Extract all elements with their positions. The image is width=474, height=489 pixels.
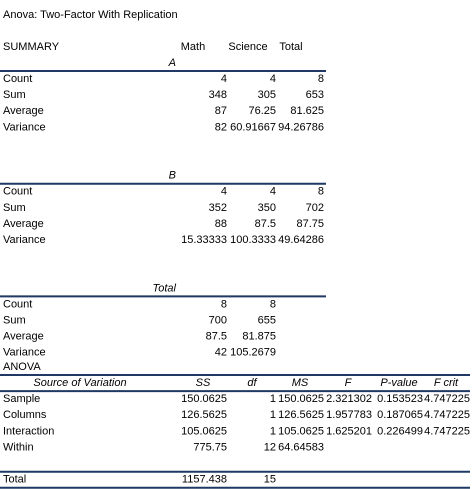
cell-value: 81.625 [290, 105, 324, 117]
cell-value: 4.747225 [424, 425, 470, 437]
row-label: Average [3, 218, 44, 230]
group-label: Total [153, 282, 177, 294]
cell-value: 4 [221, 73, 227, 85]
cell-value: 1157.438 [182, 474, 227, 486]
anova-header: F crit [434, 377, 459, 389]
cell-value: 8 [221, 298, 227, 310]
row-label: Columns [3, 409, 47, 421]
anova-header: P-value [380, 377, 417, 389]
cell-value: 64.64583 [278, 441, 324, 453]
row-label: Variance [3, 234, 46, 246]
cell-value: 348 [209, 89, 227, 101]
cell-value: 87.75 [296, 218, 324, 230]
cell-value: 4 [270, 186, 276, 198]
cell-value: 150.0625 [278, 393, 324, 405]
row-label: Total [3, 474, 26, 486]
row-label: Count [3, 73, 32, 85]
summary-label: SUMMARY [3, 41, 60, 53]
cell-value: 76.25 [248, 105, 276, 117]
cell-value: 8 [270, 298, 276, 310]
cell-value: 1 [270, 409, 276, 421]
cell-value: 15.33333 [181, 234, 227, 246]
cell-value: 350 [258, 202, 276, 214]
row-label: Sample [3, 393, 40, 405]
cell-value: 87.5 [206, 331, 227, 343]
row-label: Variance [3, 121, 46, 133]
anova-header: df [247, 377, 257, 389]
anova-header: MS [292, 377, 309, 389]
group-label: B [169, 170, 176, 182]
column-header: Science [228, 41, 267, 53]
cell-value: 2.321302 [326, 393, 372, 405]
cell-value: 87 [215, 105, 227, 117]
row-label: Sum [3, 89, 26, 101]
row-label: Count [3, 298, 32, 310]
cell-value: 4 [270, 73, 276, 85]
cell-value: 49.64286 [278, 234, 324, 246]
cell-value: 82 [215, 121, 227, 133]
cell-value: 700 [209, 315, 227, 327]
row-label: Variance [3, 347, 46, 359]
cell-value: 105.2679 [230, 347, 276, 359]
sheet-title: Anova: Two-Factor With Replication [3, 9, 178, 21]
anova-header: F [345, 377, 353, 389]
row-label: Sum [3, 202, 26, 214]
row-label: Within [3, 441, 34, 453]
row-label: Average [3, 331, 44, 343]
cell-value: 352 [209, 202, 227, 214]
cell-value: 305 [258, 89, 276, 101]
cell-value: 12 [264, 441, 276, 453]
cell-value: 94.26786 [278, 121, 324, 133]
cell-value: 87.5 [255, 218, 276, 230]
column-header: Total [279, 41, 302, 53]
row-label: Average [3, 105, 44, 117]
group-label: A [168, 57, 176, 69]
cell-value: 60.91667 [230, 121, 276, 133]
cell-value: 8 [318, 73, 324, 85]
cell-value: 702 [306, 202, 324, 214]
cell-value: 105.0625 [278, 425, 324, 437]
cell-value: 653 [306, 89, 324, 101]
cell-value: 8 [318, 186, 324, 198]
cell-value: 0.226499 [377, 425, 423, 437]
cell-value: 15 [264, 474, 276, 486]
cell-value: 126.5625 [181, 409, 227, 421]
column-header: Math [181, 41, 205, 53]
cell-value: 0.187065 [377, 409, 423, 421]
cell-value: 1 [270, 393, 276, 405]
anova-header: SS [196, 377, 211, 389]
cell-value: 0.153523 [377, 393, 423, 405]
cell-value: 126.5625 [278, 409, 324, 421]
cell-value: 88 [215, 218, 227, 230]
anova-header: Source of Variation [33, 377, 126, 389]
cell-value: 775.75 [193, 441, 227, 453]
cell-value: 4.747225 [424, 393, 470, 405]
cell-value: 1 [270, 425, 276, 437]
row-label: Count [3, 186, 32, 198]
cell-value: 105.0625 [181, 425, 227, 437]
cell-value: 42 [215, 347, 227, 359]
cell-value: 4 [221, 186, 227, 198]
cell-value: 4.747225 [424, 409, 470, 421]
row-label: Interaction [3, 425, 54, 437]
cell-value: 1.625201 [326, 425, 372, 437]
cell-value: 150.0625 [181, 393, 227, 405]
anova-title: ANOVA [3, 361, 41, 373]
cell-value: 1.957783 [326, 409, 372, 421]
cell-value: 100.3333 [230, 234, 276, 246]
cell-value: 81.875 [242, 331, 276, 343]
cell-value: 655 [258, 315, 276, 327]
row-label: Sum [3, 315, 26, 327]
